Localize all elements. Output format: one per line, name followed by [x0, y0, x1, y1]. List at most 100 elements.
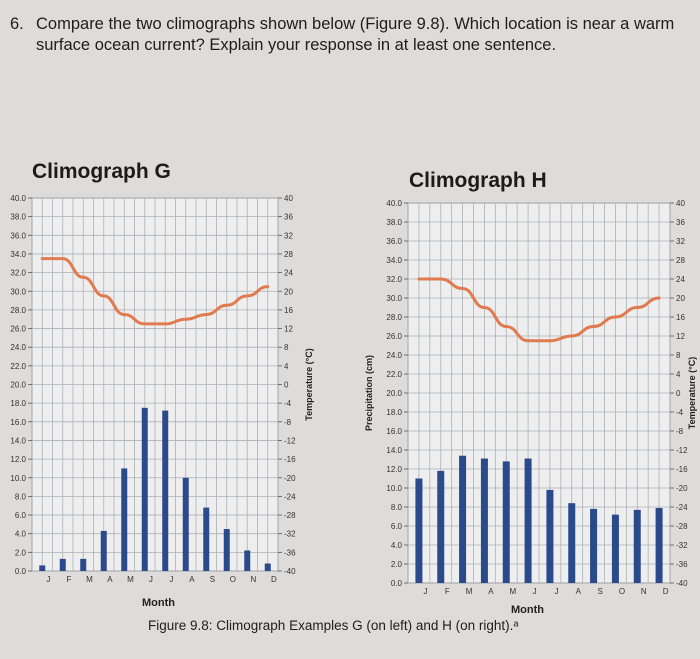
climograph-h-y2-tick-label: 32: [676, 237, 685, 246]
climograph-h-precip-bar: [611, 514, 619, 583]
climograph-g-y2-tick-label: 36: [284, 213, 293, 222]
climograph-h-y2-tick-label: 12: [676, 332, 685, 341]
climograph-h-y2-tick-label: -20: [676, 484, 688, 493]
climograph-g-month-tick-label: F: [66, 575, 71, 584]
climograph-g-y2-tick-label: 4: [284, 362, 289, 371]
climograph-h-chart: 0.0 2.0 4.0 6.0 8.0 10.0 12.0 14.0 16.0 18.0 20.0 2…: [364, 199, 697, 596]
climograph-h-y-tick-label: 38.0: [386, 218, 402, 227]
climograph-g-y2-tick-label: -40: [284, 567, 296, 576]
climograph-g-y-tick-label: 18.0: [10, 399, 26, 408]
climograph-g-month-tick-label: M: [127, 575, 134, 584]
climograph-h-month-tick-label: M: [509, 587, 516, 596]
climograph-h-precip-bar: [437, 470, 445, 583]
climograph-g-y-tick-label: 20.0: [10, 381, 26, 390]
climograph-h-y2-tick-label: -8: [676, 427, 684, 436]
climograph-h-y2-tick-label: 0: [676, 389, 681, 398]
climograph-g-y2-tick-label: 28: [284, 250, 293, 259]
climograph-g-y2-tick-label: 0: [284, 381, 289, 390]
climograph-h-y-tick-label: 36.0: [386, 237, 402, 246]
climograph-g-y-tick-label: 14.0: [10, 436, 26, 445]
climograph-g-xlabel: Month: [142, 597, 175, 609]
climograph-g-y-tick-label: 24.0: [10, 343, 26, 352]
climograph-h-y2-tick-label: 36: [676, 218, 685, 227]
climograph-g-month-tick-label: M: [86, 575, 93, 584]
climograph-h-month-tick-label: M: [466, 587, 473, 596]
question-text: Compare the two climographs shown below …: [36, 15, 675, 54]
climograph-g-y2-tick-label: -28: [284, 511, 296, 520]
climograph-g-month-tick-label: J: [169, 575, 173, 584]
climograph-g-y-tick-label: 0.0: [15, 567, 27, 576]
climograph-g-y-tick-label: 4.0: [15, 530, 27, 539]
climograph-h-y-tick-label: 14.0: [386, 446, 402, 455]
climograph-h-y-tick-label: 28.0: [386, 313, 402, 322]
climograph-h-month-tick-label: J: [423, 587, 427, 596]
climograph-g-precip-bar: [100, 530, 107, 571]
climograph-h-y-tick-label: 30.0: [386, 294, 402, 303]
climograph-h-y2-tick-label: 28: [676, 256, 685, 265]
climograph-g-y2-tick-label: -4: [284, 399, 292, 408]
climograph-h-month-tick-label: S: [597, 587, 602, 596]
climograph-h-y2-tick-label: -12: [676, 446, 688, 455]
climograph-g-y2-tick-label: -12: [284, 436, 296, 445]
climograph-h-y-tick-label: 20.0: [386, 389, 402, 398]
climograph-g-month-tick-label: J: [149, 575, 153, 584]
climograph-g-y2-tick-label: -24: [284, 492, 296, 501]
climograph-h-y-tick-label: 2.0: [391, 560, 403, 569]
climograph-h-precip-bar: [480, 458, 488, 583]
climograph-g-y-tick-label: 28.0: [10, 306, 26, 315]
climograph-g-y2-axis-title: Temperature (°C): [304, 348, 314, 420]
climograph-h-y-tick-label: 18.0: [386, 408, 402, 417]
climograph-g-month-tick-label: O: [230, 575, 236, 584]
climograph-g-y2-tick-label: 8: [284, 343, 289, 352]
climograph-h-y2-tick-label: -40: [676, 579, 688, 588]
climograph-g-month-tick-label: S: [210, 575, 215, 584]
climograph-h-y2-tick-label: 20: [676, 294, 685, 303]
climograph-g-precip-bar: [39, 565, 46, 571]
climograph-g-y-tick-label: 40.0: [10, 194, 26, 203]
climograph-g-precip-bar: [182, 477, 189, 571]
climograph-g-y-tick-label: 12.0: [10, 455, 26, 464]
question: 6. Compare the two climographs shown bel…: [10, 14, 700, 56]
climograph-h-y2-tick-label: -4: [676, 408, 684, 417]
climograph-h-title: Climograph H: [409, 169, 547, 192]
climograph-h-precip-bar: [524, 458, 532, 583]
climograph-g-month-tick-label: N: [251, 575, 257, 584]
climograph-h-y-axis-title: Precipitation (cm): [364, 355, 374, 431]
climograph-g-precip-bar: [162, 410, 169, 571]
climograph-h-y2-tick-label: -36: [676, 560, 688, 569]
climograph-h-y-tick-label: 0.0: [391, 579, 403, 588]
climograph-g-y-tick-label: 10.0: [10, 474, 26, 483]
climograph-g-precip-bar: [80, 558, 87, 571]
climograph-g-y-tick-label: 2.0: [15, 548, 27, 557]
climograph-g-precip-bar: [121, 468, 128, 571]
climograph-g-y2-tick-label: 24: [284, 269, 293, 278]
climograph-h-y2-tick-label: 8: [676, 351, 681, 360]
climograph-h-month-tick-label: J: [533, 587, 537, 596]
climograph-h-xlabel: Month: [511, 604, 544, 616]
climograph-g-precip-bar: [203, 507, 210, 571]
climograph-h-precip-bar: [568, 503, 576, 583]
climograph-h-month-tick-label: N: [641, 587, 647, 596]
climograph-h-month-tick-label: A: [576, 587, 582, 596]
climograph-h-y-tick-label: 22.0: [386, 370, 402, 379]
climograph-h-month-tick-label: J: [554, 587, 558, 596]
climograph-h-month-tick-label: O: [619, 587, 625, 596]
climograph-h-precip-bar: [502, 461, 510, 583]
climograph-g-y-tick-label: 6.0: [15, 511, 27, 520]
climograph-h-y2-tick-label: -28: [676, 522, 688, 531]
climograph-h-y2-tick-label: 4: [676, 370, 681, 379]
question-number: 6.: [10, 15, 24, 33]
climograph-h-precip-bar: [590, 508, 598, 583]
climograph-h-y2-tick-label: 16: [676, 313, 685, 322]
climograph-h-precip-bar: [459, 455, 467, 583]
climograph-g-y-tick-label: 30.0: [10, 287, 26, 296]
climograph-h-precip-bar: [655, 507, 663, 583]
climograph-g-y2-tick-label: -8: [284, 418, 292, 427]
climograph-h-y2-tick-label: 24: [676, 275, 685, 284]
climograph-h-y-tick-label: 24.0: [386, 351, 402, 360]
climograph-h-y-tick-label: 8.0: [391, 503, 403, 512]
climograph-g-y-tick-label: 16.0: [10, 418, 26, 427]
climograph-h-y-tick-label: 32.0: [386, 275, 402, 284]
climograph-h-y-tick-label: 6.0: [391, 522, 403, 531]
climograph-h-y-tick-label: 10.0: [386, 484, 402, 493]
